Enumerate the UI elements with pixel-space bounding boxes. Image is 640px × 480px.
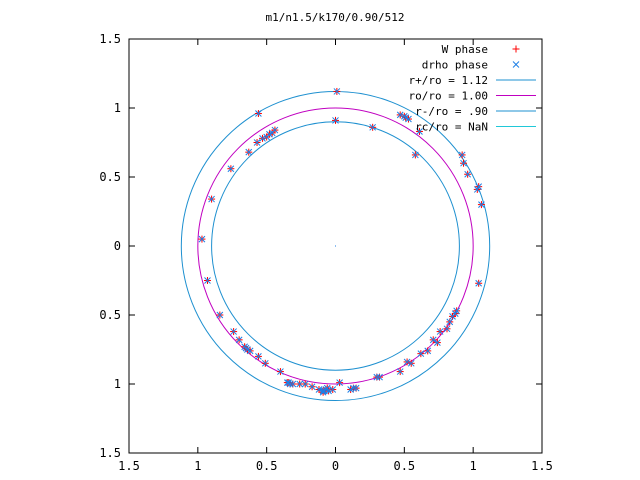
y-tick-label: 0.5	[99, 170, 121, 184]
legend-label: rc/ro = NaN	[415, 121, 488, 134]
drho-phase-point	[416, 128, 423, 135]
drho-phase-point	[373, 373, 381, 381]
drho-phase-point	[403, 358, 411, 366]
drho-phase-point	[261, 359, 269, 367]
drho-phase-point	[369, 123, 377, 131]
drho-phase-point	[417, 350, 425, 357]
drho-phase-point	[436, 328, 444, 335]
drho-phase-point	[263, 133, 271, 141]
drho-phase-point	[458, 151, 466, 159]
y-tick-label: 0	[114, 239, 121, 253]
drho-phase-point	[475, 279, 483, 287]
x-tick-label: 1	[194, 459, 201, 473]
drho-phase-point	[259, 135, 266, 142]
axis-ticks: 1.5 1 0.5 0 0.5 1 1.51.510.500.511.5	[99, 32, 553, 473]
drho-phase-point	[396, 111, 404, 119]
drho-phase-point	[453, 307, 461, 315]
y-tick-label: 0.5	[99, 308, 121, 322]
drho-phase-point	[407, 359, 415, 367]
legend-label: r-/ro = .90	[415, 105, 488, 118]
chart-title: m1/n1.5/k170/0.90/512	[265, 11, 404, 24]
legend-sample-w-phase	[512, 45, 520, 53]
x-tick-label: 1.5	[531, 459, 553, 473]
drho-phase-point	[429, 336, 437, 344]
drho-phase-point	[246, 347, 254, 355]
drho-phase-point	[333, 88, 341, 95]
drho-phase-point	[301, 380, 309, 388]
x-tick-label: 0.5	[393, 459, 415, 473]
drho-phase-point	[253, 139, 261, 146]
drho-phase-point	[464, 170, 472, 178]
x-tick-label: 0	[332, 459, 339, 473]
drho-phase-point	[315, 386, 323, 393]
drho-phase-point	[235, 336, 243, 344]
drho-phase-point	[296, 380, 304, 388]
legend-label: drho phase	[422, 59, 488, 72]
drho-phase-point	[329, 386, 337, 393]
drho-phase-point	[216, 311, 224, 319]
drho-phase-point	[396, 368, 404, 375]
legend-sample-drho-phase	[512, 61, 520, 68]
drho-phase-point	[411, 151, 419, 159]
drho-phase-point	[277, 368, 284, 375]
drho-phase-point	[475, 183, 483, 191]
center-point	[335, 245, 336, 247]
y-tick-label: 1	[114, 377, 121, 391]
drho-phase-point	[443, 325, 451, 333]
circle-1	[197, 107, 474, 385]
legend: W phase drho phase r+/ro = 1.12 ro/ro = 1.0…	[409, 43, 536, 134]
drho-phase-point	[446, 318, 454, 326]
drho-phase-point	[198, 235, 206, 243]
legend-label: r+/ro = 1.12	[409, 74, 488, 87]
drho-phase-point	[478, 201, 485, 208]
drho-phase-point	[424, 347, 432, 355]
drho-phase-point	[308, 383, 316, 391]
drho-phase-point	[208, 195, 215, 203]
y-tick-label: 1	[114, 101, 121, 115]
drho-phase-point	[245, 148, 253, 156]
drho-phase-point	[255, 110, 262, 117]
drho-phase-point	[319, 388, 327, 396]
y-tick-label: 1.5	[99, 32, 121, 46]
drho-phase-point	[434, 339, 441, 346]
legend-label: W phase	[442, 43, 488, 56]
drho-phase-point	[204, 277, 211, 284]
y-tick-label: 1.5	[99, 446, 121, 460]
legend-label: ro/ro = 1.00	[409, 90, 488, 103]
data-points	[198, 45, 520, 396]
drho-phase-point	[227, 165, 235, 173]
drho-phase-point	[286, 380, 294, 388]
drho-phase-point	[400, 112, 408, 120]
x-tick-label: 0.5	[256, 459, 278, 473]
drho-phase-point	[350, 384, 357, 392]
drho-phase-point	[352, 384, 360, 392]
drho-phase-point	[332, 117, 339, 124]
drho-phase-point	[230, 328, 237, 335]
drho-phase-point	[460, 159, 467, 167]
drho-phase-point	[255, 353, 262, 360]
x-tick-label: 1	[470, 459, 477, 473]
drho-phase-point	[268, 129, 276, 137]
drho-phase-point	[289, 380, 297, 388]
drho-phase-point	[336, 379, 343, 386]
drho-phase-point	[376, 373, 383, 381]
x-tick-label: 1.5	[118, 459, 140, 473]
